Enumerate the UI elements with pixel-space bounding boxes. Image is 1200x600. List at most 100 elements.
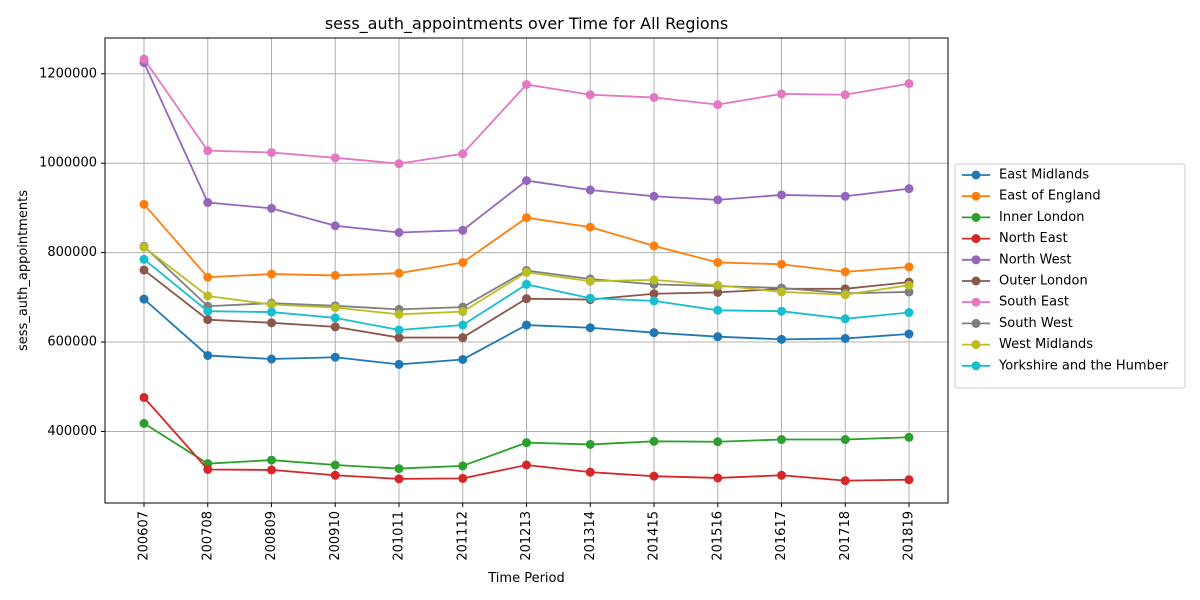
data-point <box>840 333 850 343</box>
data-point <box>139 199 149 209</box>
data-point <box>394 309 404 319</box>
data-point <box>649 275 659 285</box>
data-point <box>394 333 404 343</box>
y-tick-label: 400000 <box>47 424 97 439</box>
data-point <box>649 296 659 306</box>
x-tick-label: 201011 <box>392 511 407 561</box>
data-point <box>904 475 914 485</box>
data-point <box>203 350 213 360</box>
legend-item: South East <box>962 295 1069 310</box>
data-point <box>267 318 276 328</box>
legend-item: West Midlands <box>962 337 1093 352</box>
series-west-midlands <box>139 242 914 319</box>
legend-marker <box>971 276 981 286</box>
data-point <box>904 308 914 318</box>
data-point <box>649 241 659 251</box>
data-point <box>904 432 914 442</box>
data-point <box>394 464 404 474</box>
data-point <box>139 392 149 402</box>
legend-marker <box>971 170 981 180</box>
data-point <box>522 213 531 223</box>
data-point <box>840 191 850 201</box>
x-axis-title: Time Period <box>487 571 564 586</box>
legend-marker <box>971 361 981 371</box>
data-point <box>330 270 340 280</box>
legend-item: East of England <box>962 189 1101 204</box>
x-tick-label: 201213 <box>519 511 534 561</box>
data-point <box>203 306 213 316</box>
data-point <box>522 460 531 470</box>
data-point <box>777 190 786 200</box>
series-area <box>139 54 914 486</box>
y-tick-label: 1200000 <box>39 66 97 81</box>
data-point <box>139 242 149 252</box>
data-point <box>330 221 340 231</box>
data-point <box>458 461 468 471</box>
data-point <box>904 262 914 272</box>
data-point <box>330 322 340 332</box>
x-tick-label: 201718 <box>838 511 853 561</box>
x-tick-label: 200910 <box>328 511 343 561</box>
data-point <box>904 184 914 194</box>
data-point <box>139 54 149 64</box>
data-point <box>840 290 850 300</box>
legend-label: South West <box>999 316 1073 331</box>
data-point <box>203 315 213 325</box>
x-tick-label: 201617 <box>774 511 789 561</box>
series-east-of-england <box>139 199 914 282</box>
legend: East Midlands East of England Inner London… <box>954 163 1186 389</box>
data-point <box>585 90 595 100</box>
data-point <box>904 287 914 297</box>
legend-item: Inner London <box>962 210 1084 225</box>
data-point <box>777 287 786 297</box>
y-axis-title: sess_auth_appointments <box>16 190 31 351</box>
data-point <box>458 333 468 343</box>
data-point <box>522 294 531 304</box>
data-point <box>203 464 213 474</box>
x-tick-label: 200708 <box>200 511 215 561</box>
x-tick-label: 201415 <box>647 511 662 561</box>
data-point <box>585 222 595 232</box>
data-point <box>330 303 340 313</box>
x-tick-label: 201314 <box>583 511 598 561</box>
data-point <box>585 467 595 477</box>
data-point <box>522 438 531 448</box>
legend-box <box>954 163 1186 389</box>
data-point <box>458 257 468 267</box>
legend-item: North East <box>962 231 1068 246</box>
data-point <box>777 89 786 99</box>
data-point <box>330 153 340 163</box>
data-point <box>840 90 850 100</box>
data-point <box>522 279 531 289</box>
data-point <box>267 354 276 364</box>
series-inner-london <box>139 418 914 474</box>
data-point <box>267 147 276 157</box>
series-north-east <box>139 392 914 486</box>
data-point <box>777 470 786 480</box>
data-point <box>777 259 786 269</box>
data-point <box>522 320 531 330</box>
data-point <box>458 320 468 330</box>
legend-label: East of England <box>999 189 1101 204</box>
x-tick-label: 200809 <box>264 511 279 561</box>
data-point <box>458 149 468 159</box>
data-point <box>139 254 149 264</box>
data-point <box>267 307 276 317</box>
data-point <box>585 293 595 303</box>
x-tick-label: 201819 <box>902 511 917 561</box>
data-point <box>394 325 404 335</box>
data-point <box>585 185 595 195</box>
legend-label: Outer London <box>999 274 1088 289</box>
x-tick-label: 200607 <box>137 511 152 561</box>
data-point <box>904 329 914 339</box>
data-point <box>458 307 468 317</box>
data-point <box>267 455 276 465</box>
data-point <box>522 80 531 89</box>
legend-label: North West <box>999 252 1071 267</box>
data-point <box>713 257 723 267</box>
data-point <box>139 418 149 428</box>
data-point <box>330 352 340 362</box>
data-point <box>394 159 404 169</box>
legend-item: North West <box>962 252 1071 267</box>
